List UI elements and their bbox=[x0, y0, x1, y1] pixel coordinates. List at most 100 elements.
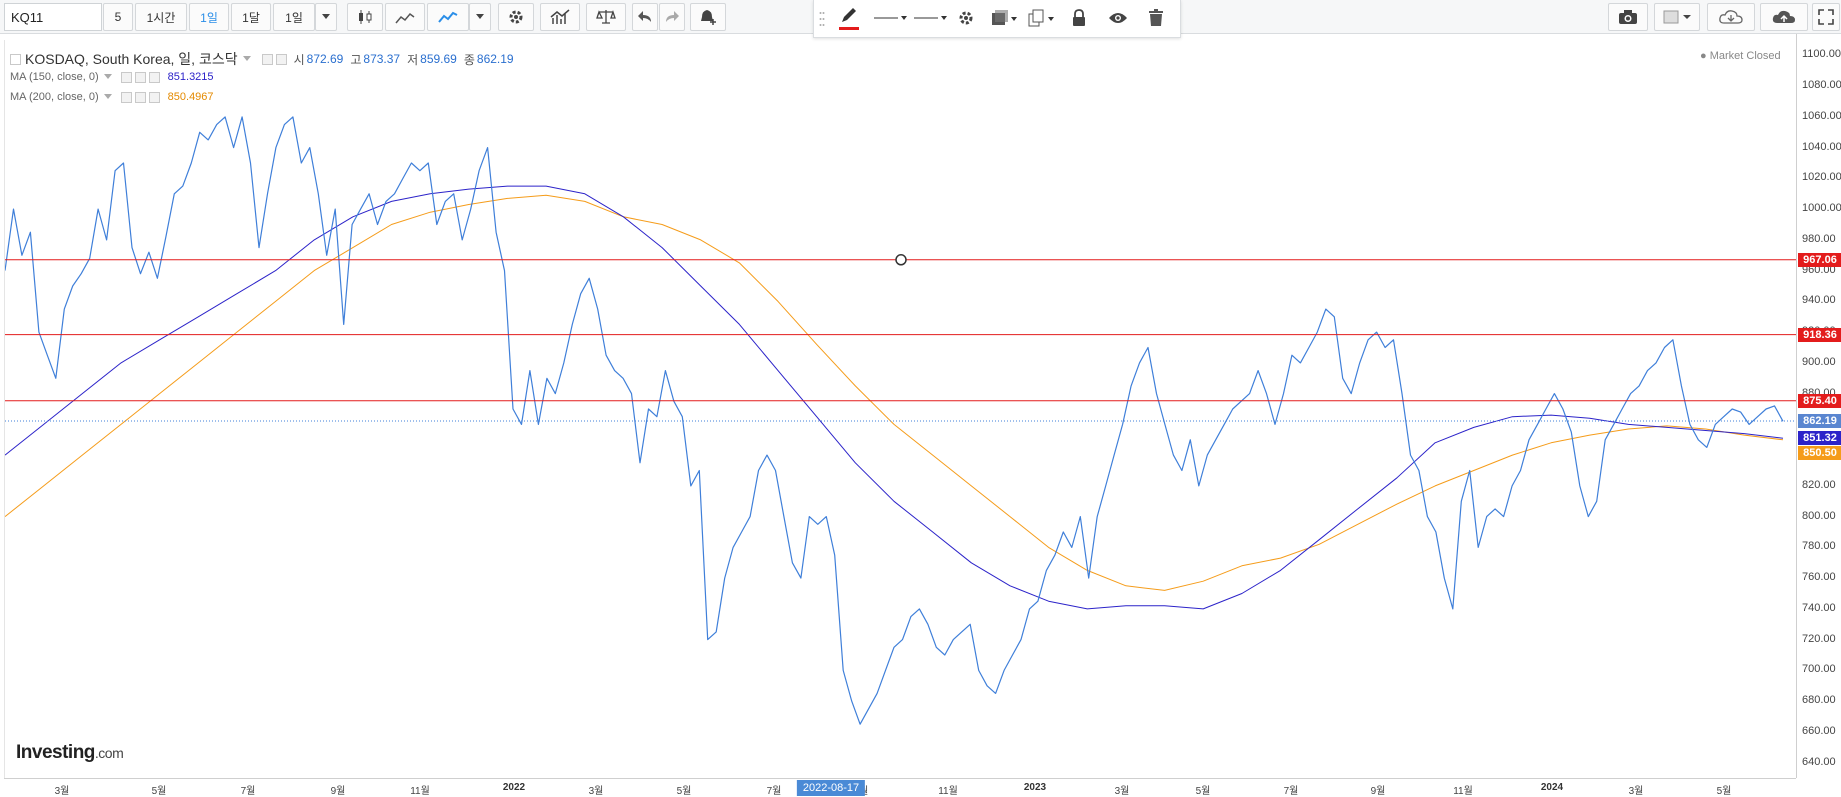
interval-5-button[interactable]: 5 bbox=[103, 3, 133, 31]
price-tick-label: 800.00 bbox=[1802, 510, 1836, 522]
visibility-icon[interactable] bbox=[121, 92, 132, 103]
chart-plot-area[interactable] bbox=[4, 40, 1796, 778]
price-chart[interactable] bbox=[5, 40, 1797, 778]
price-tick-label: 980.00 bbox=[1802, 233, 1836, 245]
low-value: 859.69 bbox=[420, 52, 457, 66]
settings-icon[interactable] bbox=[262, 54, 273, 65]
price-tick-label: 820.00 bbox=[1802, 479, 1836, 491]
symbol-input[interactable] bbox=[4, 3, 102, 31]
line-chart-icon bbox=[438, 9, 458, 25]
save-layout-button[interactable] bbox=[1760, 3, 1808, 31]
crosshair-date-tag: 2022-08-17 bbox=[797, 780, 865, 796]
compare-button[interactable] bbox=[586, 3, 626, 31]
close-icon[interactable] bbox=[149, 72, 160, 83]
open-value: 872.69 bbox=[307, 52, 344, 66]
time-tick-label: 5월 bbox=[1196, 782, 1211, 797]
pencil-icon bbox=[837, 5, 861, 31]
line-width-icon bbox=[912, 13, 948, 23]
brand-suffix: .com bbox=[95, 745, 123, 761]
price-tick-label: 1000.00 bbox=[1802, 202, 1841, 214]
time-tick-label: 9월 bbox=[331, 782, 346, 797]
undo-button[interactable] bbox=[632, 3, 658, 31]
chevron-down-icon[interactable] bbox=[242, 56, 252, 62]
price-tag: 875.40 bbox=[1798, 394, 1841, 408]
indicators-button[interactable] bbox=[540, 3, 580, 31]
clone-button[interactable] bbox=[1023, 4, 1059, 32]
clone-icon bbox=[1027, 9, 1055, 27]
redo-icon bbox=[664, 10, 680, 24]
line-style-button[interactable] bbox=[870, 4, 910, 32]
ma150-legend: MA (150, close, 0) 851.3215 bbox=[10, 71, 214, 83]
candlestick-button[interactable] bbox=[347, 3, 383, 31]
visibility-icon[interactable] bbox=[276, 54, 287, 65]
line-color-button[interactable] bbox=[834, 4, 864, 32]
settings-icon[interactable] bbox=[135, 72, 146, 83]
gear-icon bbox=[507, 8, 525, 26]
interval-range-button[interactable]: 1일 bbox=[273, 3, 315, 31]
camera-icon bbox=[1618, 9, 1638, 25]
fill-icon bbox=[990, 9, 1018, 27]
price-tag: 851.32 bbox=[1798, 431, 1841, 445]
legend-title: KOSDAQ, South Korea, 일, 코스닥 bbox=[25, 49, 238, 69]
lock-button[interactable] bbox=[1064, 4, 1094, 32]
price-tag: 850.50 bbox=[1798, 446, 1841, 460]
interval-1m-button[interactable]: 1달 bbox=[231, 3, 271, 31]
fill-button[interactable] bbox=[986, 4, 1022, 32]
visibility-icon[interactable] bbox=[121, 72, 132, 83]
settings-button[interactable] bbox=[498, 3, 534, 31]
price-tag: 967.06 bbox=[1798, 253, 1841, 267]
time-tick-label: 9월 bbox=[1371, 782, 1386, 797]
load-layout-button[interactable] bbox=[1707, 3, 1755, 31]
collapse-legend-icon[interactable] bbox=[10, 54, 21, 65]
high-value: 873.37 bbox=[363, 52, 400, 66]
area-chart-button[interactable] bbox=[385, 3, 425, 31]
color-theme-button[interactable] bbox=[1654, 3, 1700, 31]
time-tick-label: 3월 bbox=[589, 782, 604, 797]
chevron-down-icon[interactable] bbox=[103, 94, 113, 100]
low-label: 저 bbox=[407, 51, 418, 68]
time-tick-label: 5월 bbox=[677, 782, 692, 797]
line-style-icon bbox=[872, 13, 908, 23]
delete-drawing-button[interactable] bbox=[1141, 4, 1171, 32]
price-tick-label: 1100.00 bbox=[1802, 48, 1841, 60]
time-tick-label: 7월 bbox=[241, 782, 256, 797]
price-tick-label: 660.00 bbox=[1802, 725, 1836, 737]
drawing-settings-button[interactable] bbox=[951, 4, 981, 32]
settings-icon[interactable] bbox=[135, 92, 146, 103]
chart-type-dropdown[interactable] bbox=[469, 3, 491, 31]
price-tick-label: 1060.00 bbox=[1802, 110, 1841, 122]
candlestick-icon bbox=[356, 8, 374, 26]
time-tick-label: 5월 bbox=[1717, 782, 1732, 797]
price-tick-label: 780.00 bbox=[1802, 540, 1836, 552]
interval-1d-button[interactable]: 1일 bbox=[189, 3, 229, 31]
interval-dropdown-button[interactable] bbox=[315, 3, 337, 31]
drag-handle-icon[interactable] bbox=[819, 10, 825, 28]
screenshot-button[interactable] bbox=[1608, 3, 1648, 31]
price-tick-label: 720.00 bbox=[1802, 633, 1836, 645]
visibility-button[interactable] bbox=[1103, 4, 1133, 32]
time-tick-label: 3월 bbox=[55, 782, 70, 797]
chevron-down-icon bbox=[321, 14, 331, 20]
gear-icon bbox=[957, 9, 975, 27]
interval-1h-button[interactable]: 1시간 bbox=[135, 3, 187, 31]
line-chart-button[interactable] bbox=[427, 3, 469, 31]
close-icon[interactable] bbox=[149, 92, 160, 103]
market-status: ● Market Closed bbox=[1700, 50, 1781, 62]
time-axis[interactable]: 3월5월7월9월11월20223월5월7월9월11월20233월5월7월9월11… bbox=[4, 778, 1796, 796]
alert-add-icon bbox=[698, 8, 718, 26]
close-value: 862.19 bbox=[477, 52, 514, 66]
fullscreen-icon bbox=[1818, 9, 1834, 25]
compare-icon bbox=[596, 8, 616, 26]
chevron-down-icon[interactable] bbox=[103, 74, 113, 80]
fullscreen-button[interactable] bbox=[1812, 3, 1840, 31]
ma200-legend: MA (200, close, 0) 850.4967 bbox=[10, 91, 214, 103]
series-line-2 bbox=[5, 195, 1783, 590]
alert-button[interactable] bbox=[690, 3, 726, 31]
drawing-toolbar bbox=[813, 0, 1181, 38]
redo-button[interactable] bbox=[659, 3, 685, 31]
price-tick-label: 1020.00 bbox=[1802, 171, 1841, 183]
high-label: 고 bbox=[350, 51, 361, 68]
open-label: 시 bbox=[294, 51, 305, 68]
line-width-button[interactable] bbox=[910, 4, 950, 32]
